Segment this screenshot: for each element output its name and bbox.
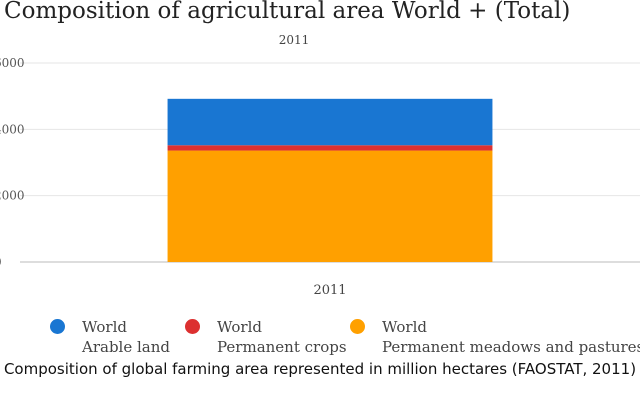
legend-label-region: World: [382, 318, 427, 336]
legend-marker-permanent-crops: [185, 319, 200, 334]
y-tick-label: 4000: [0, 122, 25, 136]
bar-segment: [167, 150, 493, 262]
bar-segment: [167, 145, 493, 151]
legend-label-series: Permanent crops: [217, 338, 347, 356]
y-tick-label: 6000: [0, 56, 25, 70]
y-tick-label: 2000: [0, 189, 25, 203]
legend-label-region: World: [217, 318, 262, 336]
legend-label-series: Permanent meadows and pastures: [382, 338, 640, 356]
legend-label-region: World: [82, 318, 127, 336]
x-tick-label: 2011: [313, 283, 346, 298]
chart-subtitle: 2011: [278, 33, 310, 47]
chart-title: Composition of agricultural area World +…: [4, 0, 571, 24]
figure-caption: Composition of global farming area repre…: [3, 360, 637, 378]
legend-marker-arable-land: [50, 319, 65, 334]
legend-label-series: Arable land: [82, 338, 170, 356]
chart-plot-area: 0 2000 4000 6000 2011: [0, 56, 640, 298]
bar-segment: [167, 98, 493, 146]
legend-marker-permanent-meadows: [350, 319, 365, 334]
chart-legend: World Arable land World Permanent crops …: [0, 316, 640, 360]
y-tick-label: 0: [0, 255, 2, 269]
